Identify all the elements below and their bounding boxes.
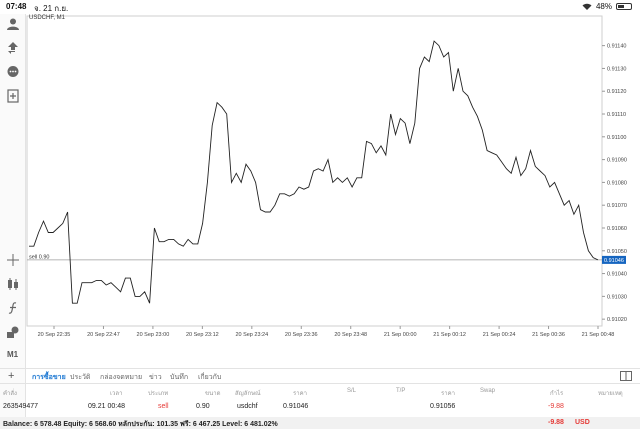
total-profit: -9.88 [548, 419, 564, 426]
crosshair-icon[interactable] [5, 252, 21, 268]
y-tick-label: 0.91070 [607, 203, 627, 209]
y-tick-label: 0.91060 [607, 226, 627, 232]
battery-percent: 48% [595, 2, 612, 11]
col-type: ประเภท [148, 391, 169, 397]
account-icon[interactable] [5, 16, 21, 32]
col-profit: กำไร [550, 391, 564, 397]
current-price-badge [602, 255, 626, 264]
status-time: 07:48 [6, 2, 27, 11]
col-sl: S/L [347, 388, 357, 394]
col-comment: หมายเหตุ [598, 391, 623, 397]
status-bar: 07:48 จ. 21 ก.ย. 48% [0, 0, 640, 14]
battery-icon [616, 3, 632, 10]
x-tick-label: 21 Sep 00:36 [532, 332, 565, 338]
indicators-icon[interactable] [5, 276, 21, 292]
trade-arrows-icon[interactable] [5, 40, 21, 56]
col-swap: Swap [480, 388, 496, 394]
order-id: 263549477 [3, 403, 39, 410]
order-time: 09.21 00:48 [88, 403, 125, 410]
function-icon[interactable] [5, 300, 21, 316]
y-tick-label: 0.91100 [607, 135, 626, 141]
chart-symbol-label: USDCHF, M1 [29, 15, 66, 21]
plot-frame [26, 15, 603, 327]
y-tick-label: 0.91130 [607, 66, 626, 72]
y-tick-label: 0.91110 [607, 112, 626, 118]
x-tick-label: 21 Sep 00:24 [483, 332, 516, 338]
x-tick-label: 20 Sep 22:35 [38, 332, 71, 338]
status-right: 48% [582, 2, 632, 11]
col-symbol: สัญลักษณ์ [235, 391, 261, 397]
balance-summary: Balance: 6 578.48 Equity: 6 568.60 หลักป… [3, 421, 278, 428]
price-chart[interactable]: 0.91020 0.91030 0.91040 0.91050 0.91060 0.910… [26, 14, 640, 339]
price-series-line [29, 40, 599, 304]
order-open-price: 0.91046 [283, 403, 309, 410]
col-time: เวลา [110, 391, 123, 397]
x-tick-label: 21 Sep 00:48 [582, 332, 615, 338]
y-tick-label: 0.91030 [607, 294, 627, 300]
timeframe-m1[interactable]: M1 [7, 350, 19, 359]
x-tick-label: 21 Sep 00:00 [384, 332, 417, 338]
y-tick-label: 0.91020 [607, 317, 627, 323]
x-tick-label: 20 Sep 23:00 [137, 332, 170, 338]
x-tick-label: 20 Sep 23:36 [285, 332, 318, 338]
table-row[interactable]: 263549477 09.21 00:48 sell 0.90 usdchf 0… [0, 401, 640, 415]
col-tp: T/P [396, 388, 406, 394]
y-tick-label: 0.91040 [607, 272, 627, 278]
x-tick-label: 20 Sep 23:24 [235, 332, 268, 338]
col-order: คำสั่ง [3, 391, 17, 397]
col-current-price: ราคา [441, 391, 455, 397]
wifi-icon [582, 3, 592, 10]
balance-bar: Balance: 6 578.48 Equity: 6 568.60 หลักป… [0, 417, 640, 429]
y-tick-label: 0.91140 [607, 44, 626, 50]
objects-icon[interactable] [5, 324, 21, 340]
x-tick-label: 20 Sep 22:47 [87, 332, 120, 338]
order-symbol: usdchf [237, 403, 258, 410]
new-order-icon[interactable] [5, 88, 21, 104]
order-current-price: 0.91056 [430, 403, 456, 410]
sell-order-label: sell 0.90 [29, 254, 50, 260]
x-tick-label: 20 Sep 23:48 [334, 332, 367, 338]
y-tick-label: 0.91120 [607, 89, 626, 95]
left-toolbar: M1 [0, 14, 26, 426]
x-tick-label: 21 Sep 00:12 [433, 332, 466, 338]
y-tick-label: 0.91090 [607, 158, 627, 164]
x-tick-label: 20 Sep 23:12 [186, 332, 219, 338]
trade-table-header: คำสั่ง เวลา ประเภท ขนาด สัญลักษณ์ ราคา S… [0, 386, 640, 398]
tab-news[interactable]: ข่าว [149, 374, 162, 381]
col-price: ราคา [293, 391, 307, 397]
chat-icon[interactable] [5, 64, 21, 80]
y-tick-label: 0.91080 [607, 180, 627, 186]
order-type: sell [158, 403, 169, 410]
add-icon[interactable]: + [8, 370, 15, 382]
account-currency: USD [575, 419, 590, 426]
tab-journal[interactable]: บันทึก [170, 374, 189, 381]
status-date: จ. 21 ก.ย. [34, 4, 69, 13]
tab-about[interactable]: เกี่ยวกับ [198, 374, 222, 381]
y-tick-label: 0.91050 [607, 249, 627, 255]
col-size: ขนาด [205, 391, 221, 397]
order-size: 0.90 [196, 403, 210, 410]
current-price-badge-label: 0.91046 [604, 258, 624, 264]
tab-trade[interactable]: การซื้อขาย [32, 374, 66, 381]
expand-panel-icon[interactable] [620, 371, 632, 381]
toolbox-tabs: + การซื้อขาย ประวัติ กล่องจดหมาย ข่าว บั… [0, 368, 640, 384]
battery-fill [618, 5, 624, 8]
order-profit: -9.88 [548, 403, 564, 410]
tab-mailbox[interactable]: กล่องจดหมาย [100, 374, 143, 381]
chart-canvas: 0.91020 0.91030 0.91040 0.91050 0.91060 0.910… [26, 15, 627, 338]
tab-history[interactable]: ประวัติ [70, 374, 91, 381]
